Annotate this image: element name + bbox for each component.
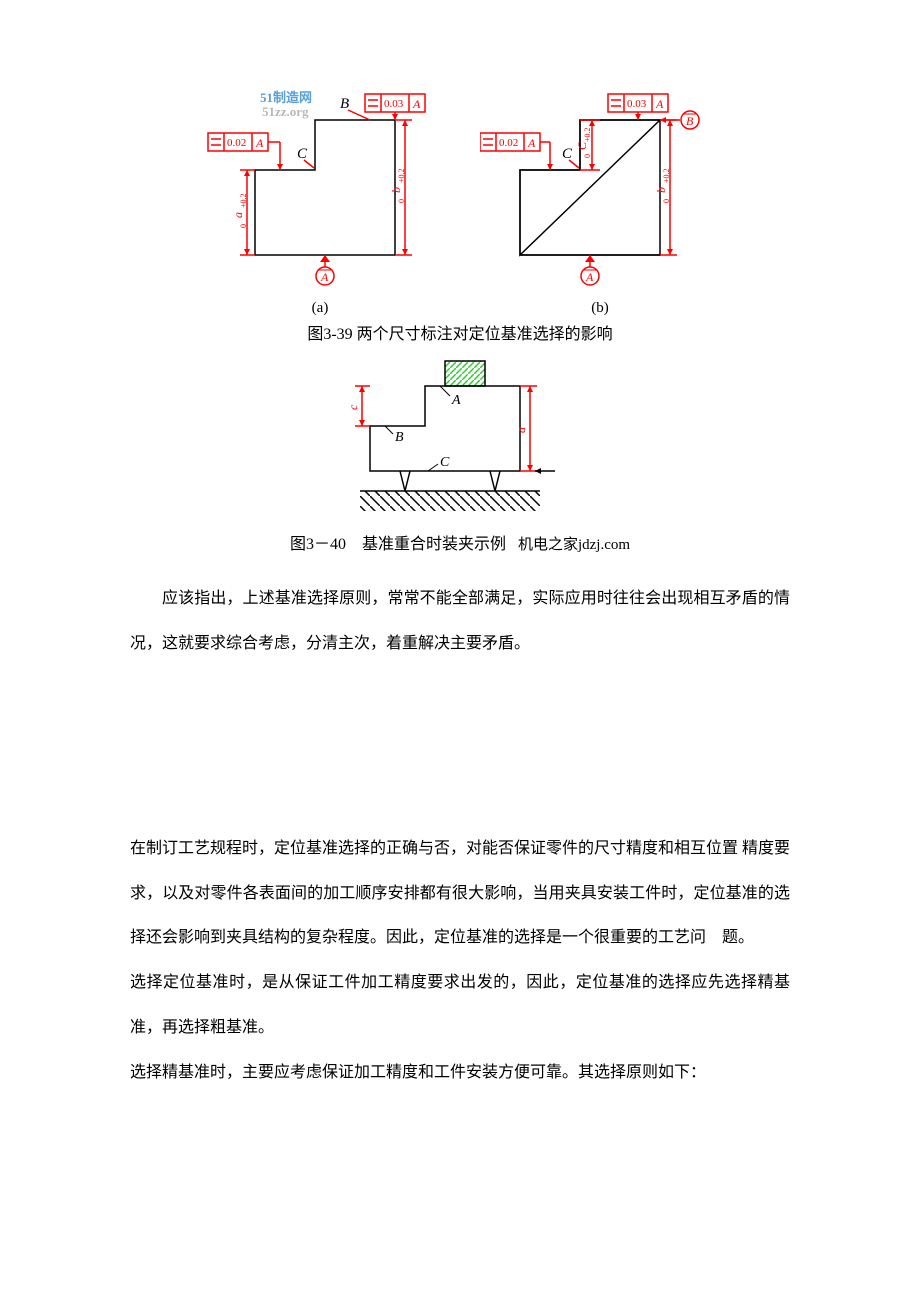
svg-text:B: B [686, 114, 694, 128]
figure-3-40-svg: A B C c a [330, 356, 590, 526]
svg-text:0.03: 0.03 [384, 98, 404, 110]
figures-block: 51制造网 51zz.org B [130, 90, 790, 557]
svg-text:+0.2: +0.2 [397, 168, 406, 183]
svg-text:A: A [527, 136, 536, 150]
watermark-51zz-2: 51zz.org [262, 104, 309, 119]
watermark-51zz-1: 51制造网 [260, 90, 312, 105]
part-outline-a [255, 120, 395, 255]
svg-text:A: A [655, 97, 664, 111]
paragraph-2: 在制订工艺规程时，定位基准选择的正确与否，对能否保证零件的尺寸精度和相互位置 精… [130, 827, 790, 961]
figure-3-39-a: 51制造网 51zz.org B [200, 90, 440, 320]
svg-text:A: A [255, 136, 264, 150]
svg-text:b: b [654, 187, 668, 193]
paragraph-3: 选择定位基准时，是从保证工件加工精度要求出发的，因此，定位基准的选择应先选择精基… [130, 961, 790, 1051]
svg-text:0: 0 [239, 224, 248, 228]
svg-text:A: A [585, 270, 594, 284]
svg-text:A: A [412, 97, 421, 111]
paragraph-1: 应该指出，上述基准选择原则，常常不能全部满足，实际应用时往往会出现相互矛盾的情况… [130, 577, 790, 667]
subcaption-a: (a) [312, 296, 329, 320]
svg-text:b: b [389, 187, 403, 193]
svg-text:a: a [231, 212, 245, 218]
svg-text:a: a [514, 427, 528, 433]
figure-3-40: A B C c a 图3－40 基准重合时装夹示例 [290, 356, 630, 558]
watermark-jdzj: 机电之家jdzj.com [518, 533, 630, 557]
label-B: B [340, 96, 349, 112]
svg-text:c: c [346, 404, 360, 410]
annotations-a: B 0.03 A [208, 94, 425, 285]
paragraph-4: 选择精基准时，主要应考虑保证加工精度和工件安装方便可靠。其选择原则如下： [130, 1051, 790, 1096]
svg-text:C: C [440, 455, 450, 470]
svg-text:+0.2: +0.2 [239, 193, 248, 208]
figure-3-39-b: 0.03 A B [480, 90, 720, 320]
svg-text:0.03: 0.03 [627, 98, 647, 110]
svg-text:+0.2: +0.2 [662, 168, 671, 183]
annotations-b: 0.03 A B [480, 94, 699, 285]
figure-3-39-b-svg: 0.03 A B [480, 90, 720, 290]
svg-text:0.02: 0.02 [227, 137, 246, 149]
label-C-b: C [562, 146, 573, 162]
figure-3-39-caption: 图3-39 两个尺寸标注对定位基准选择的影响 [307, 322, 612, 348]
svg-text:0: 0 [583, 154, 592, 158]
label-C-a: C [297, 146, 308, 162]
figure-3-39-a-svg: 51制造网 51zz.org B [200, 90, 440, 290]
svg-text:A: A [451, 393, 461, 408]
svg-text:A: A [320, 270, 329, 284]
svg-text:0: 0 [662, 199, 671, 203]
subcaption-b: (b) [591, 296, 609, 320]
svg-text:+0.2: +0.2 [583, 127, 592, 142]
gap-spacer [130, 667, 790, 827]
figure-3-39-row: 51制造网 51zz.org B [200, 90, 720, 320]
svg-text:B: B [395, 430, 404, 445]
figure-3-40-caption: 图3－40 基准重合时装夹示例 [290, 532, 506, 558]
svg-text:0: 0 [397, 199, 406, 203]
svg-text:0.02: 0.02 [499, 137, 518, 149]
